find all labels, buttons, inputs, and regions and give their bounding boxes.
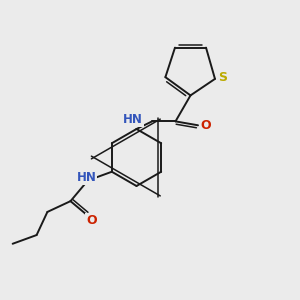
Text: O: O: [200, 119, 211, 132]
Text: S: S: [218, 71, 227, 85]
Text: O: O: [86, 214, 97, 227]
Text: HN: HN: [123, 113, 143, 126]
Text: HN: HN: [76, 171, 96, 184]
